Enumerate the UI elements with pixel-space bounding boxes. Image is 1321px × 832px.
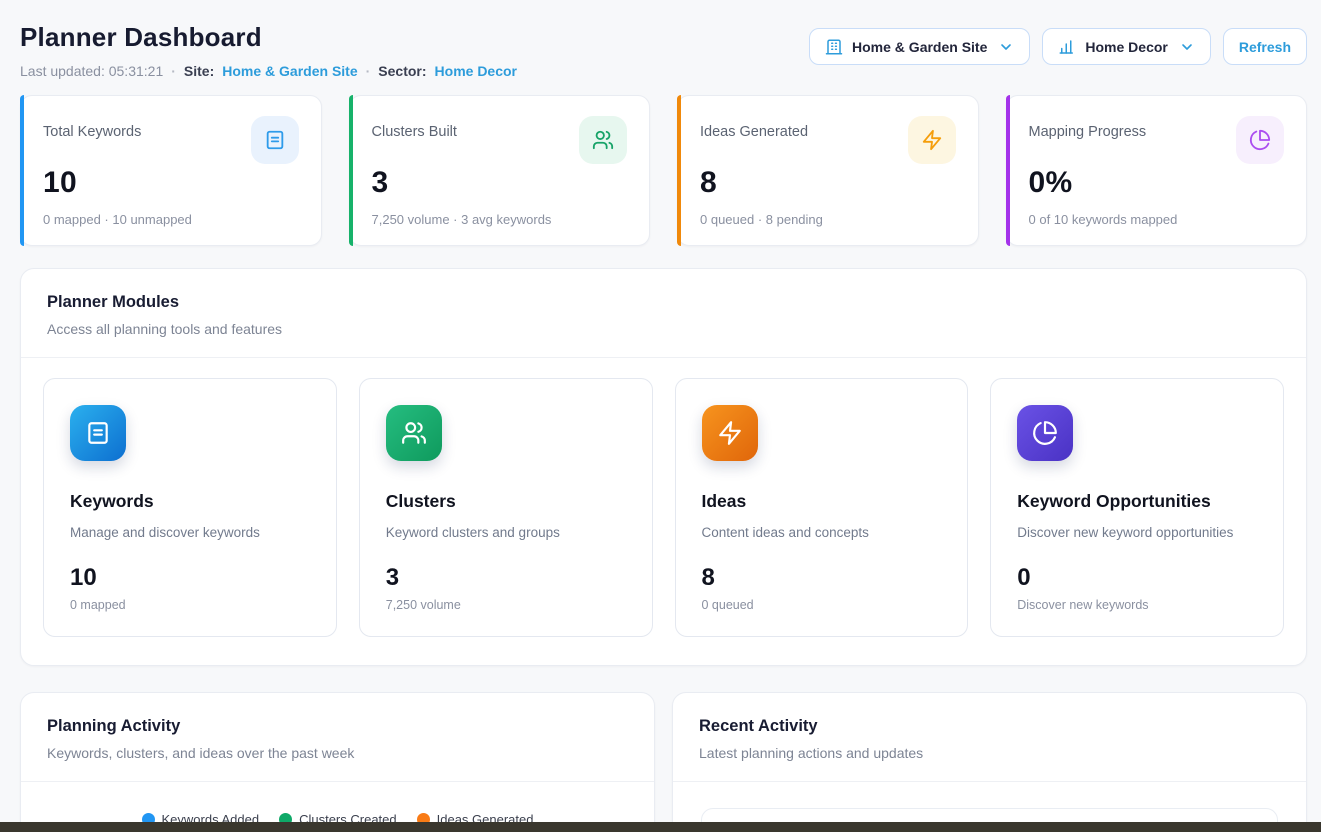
sector-selector-label: Home Decor [1085, 39, 1167, 55]
site-link[interactable]: Home & Garden Site [222, 63, 357, 79]
module-card-clusters[interactable]: Clusters Keyword clusters and groups 3 7… [359, 378, 653, 637]
stat-title: Total Keywords [43, 116, 141, 140]
module-subtitle: 0 mapped [70, 598, 310, 612]
page-title: Planner Dashboard [20, 22, 517, 53]
sector-link[interactable]: Home Decor [435, 63, 517, 79]
module-value: 10 [70, 564, 310, 592]
pie-chart-icon [1236, 116, 1284, 164]
planning-activity-subtitle: Keywords, clusters, and ideas over the p… [47, 745, 628, 761]
modules-section-title: Planner Modules [47, 293, 1280, 312]
sector-label: Sector: [378, 63, 426, 79]
stat-subtitle: 7,250 volume · 3 avg keywords [372, 212, 628, 227]
bottom-row: Planning Activity Keywords, clusters, an… [20, 692, 1307, 832]
refresh-button[interactable]: Refresh [1223, 28, 1307, 65]
stat-card-clusters-built: Clusters Built 3 7,250 volume · 3 avg ke… [349, 95, 651, 246]
page-meta: Last updated: 05:31:21 · Site: Home & Ga… [20, 63, 517, 79]
planning-activity-panel: Planning Activity Keywords, clusters, an… [20, 692, 655, 832]
module-value: 3 [386, 564, 626, 592]
bar-chart-icon [1058, 38, 1076, 56]
chevron-down-icon [998, 39, 1014, 55]
stat-value: 10 [43, 166, 299, 200]
module-title: Keyword Opportunities [1017, 491, 1257, 512]
building-icon [825, 38, 843, 56]
stat-value: 0% [1029, 166, 1285, 200]
module-card-keywords[interactable]: Keywords Manage and discover keywords 10… [43, 378, 337, 637]
lightning-icon [702, 405, 758, 461]
planner-modules-panel: Planner Modules Access all planning tool… [20, 268, 1307, 666]
stat-subtitle: 0 mapped · 10 unmapped [43, 212, 299, 227]
meta-separator: · [171, 63, 176, 79]
recent-activity-title: Recent Activity [699, 717, 1280, 736]
modules-section-subtitle: Access all planning tools and features [47, 321, 1280, 337]
stat-subtitle: 0 queued · 8 pending [700, 212, 956, 227]
planner-dashboard-page: Planner Dashboard Last updated: 05:31:21… [0, 0, 1321, 832]
site-selector-label: Home & Garden Site [852, 39, 987, 55]
meta-separator: · [366, 63, 371, 79]
stat-title: Ideas Generated [700, 116, 808, 140]
recent-activity-panel: Recent Activity Latest planning actions … [672, 692, 1307, 832]
module-subtitle: Discover new keywords [1017, 598, 1257, 612]
module-title: Ideas [702, 491, 942, 512]
stat-value: 3 [372, 166, 628, 200]
bottom-taskbar-strip [0, 822, 1321, 832]
module-subtitle: 7,250 volume [386, 598, 626, 612]
chevron-down-icon [1179, 39, 1195, 55]
module-description: Discover new keyword opportunities [1017, 525, 1257, 540]
planning-activity-title: Planning Activity [47, 717, 628, 736]
stats-row: Total Keywords 10 0 mapped · 10 unmapped… [20, 95, 1307, 246]
stat-title: Mapping Progress [1029, 116, 1147, 140]
site-label: Site: [184, 63, 214, 79]
document-icon [70, 405, 126, 461]
users-icon [386, 405, 442, 461]
stat-card-total-keywords: Total Keywords 10 0 mapped · 10 unmapped [20, 95, 322, 246]
module-value: 0 [1017, 564, 1257, 592]
page-header: Planner Dashboard Last updated: 05:31:21… [20, 22, 1307, 79]
module-card-keyword-opportunities[interactable]: Keyword Opportunities Discover new keywo… [990, 378, 1284, 637]
recent-activity-subtitle: Latest planning actions and updates [699, 745, 1280, 761]
stat-card-ideas-generated: Ideas Generated 8 0 queued · 8 pending [677, 95, 979, 246]
site-selector-dropdown[interactable]: Home & Garden Site [809, 28, 1030, 65]
modules-grid: Keywords Manage and discover keywords 10… [21, 358, 1306, 665]
module-subtitle: 0 queued [702, 598, 942, 612]
module-title: Keywords [70, 491, 310, 512]
sector-selector-dropdown[interactable]: Home Decor [1042, 28, 1210, 65]
document-icon [251, 116, 299, 164]
module-description: Content ideas and concepts [702, 525, 942, 540]
lightning-icon [908, 116, 956, 164]
last-updated: Last updated: 05:31:21 [20, 63, 163, 79]
stat-value: 8 [700, 166, 956, 200]
module-description: Keyword clusters and groups [386, 525, 626, 540]
stat-card-mapping-progress: Mapping Progress 0% 0 of 10 keywords map… [1006, 95, 1308, 246]
stat-subtitle: 0 of 10 keywords mapped [1029, 212, 1285, 227]
module-value: 8 [702, 564, 942, 592]
users-icon [579, 116, 627, 164]
module-description: Manage and discover keywords [70, 525, 310, 540]
module-card-ideas[interactable]: Ideas Content ideas and concepts 8 0 que… [675, 378, 969, 637]
module-title: Clusters [386, 491, 626, 512]
header-actions: Home & Garden Site Home Decor Refresh [809, 28, 1307, 65]
refresh-label: Refresh [1239, 39, 1291, 55]
pie-chart-icon [1017, 405, 1073, 461]
stat-title: Clusters Built [372, 116, 457, 140]
